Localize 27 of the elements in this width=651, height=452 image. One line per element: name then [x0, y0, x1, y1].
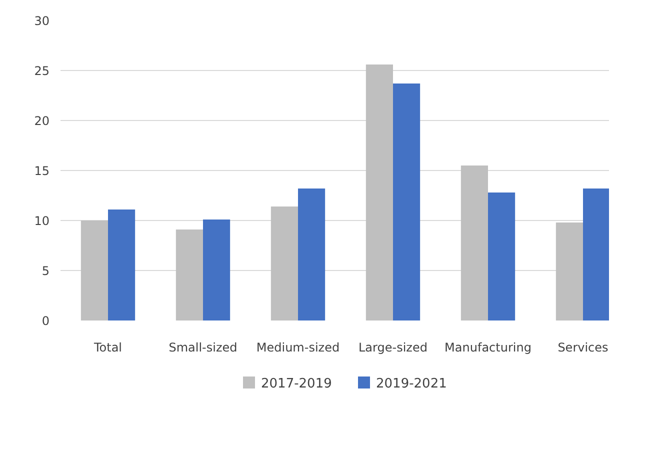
y-tick-label: 30 — [34, 14, 50, 28]
x-tick-label: Services — [558, 340, 608, 354]
y-tick-label: 15 — [34, 164, 50, 178]
x-tick-label: Manufacturing — [444, 340, 532, 354]
y-tick-label: 10 — [34, 214, 50, 228]
bar — [556, 222, 583, 320]
y-tick-label: 5 — [42, 264, 50, 278]
bar — [176, 230, 203, 320]
bar — [583, 188, 609, 320]
x-tick-label: Large-sized — [358, 340, 428, 354]
bar — [203, 220, 230, 320]
bar — [460, 166, 488, 320]
legend-label: 2017-2019 — [261, 376, 332, 392]
x-tick-label: Medium-sized — [256, 340, 340, 354]
bar — [393, 84, 420, 320]
x-tick-label: Total — [92, 340, 122, 354]
y-tick-label: 25 — [34, 64, 50, 78]
bar — [366, 64, 393, 320]
bar — [298, 188, 326, 320]
legend-label: 2019-2021 — [376, 376, 447, 392]
bar — [488, 192, 516, 320]
bar — [80, 220, 108, 320]
bar — [108, 210, 136, 320]
x-tick-label: Small-sized — [168, 340, 238, 354]
bar — [270, 206, 298, 320]
y-tick-label: 20 — [34, 114, 50, 128]
y-tick-label: 0 — [42, 314, 50, 328]
